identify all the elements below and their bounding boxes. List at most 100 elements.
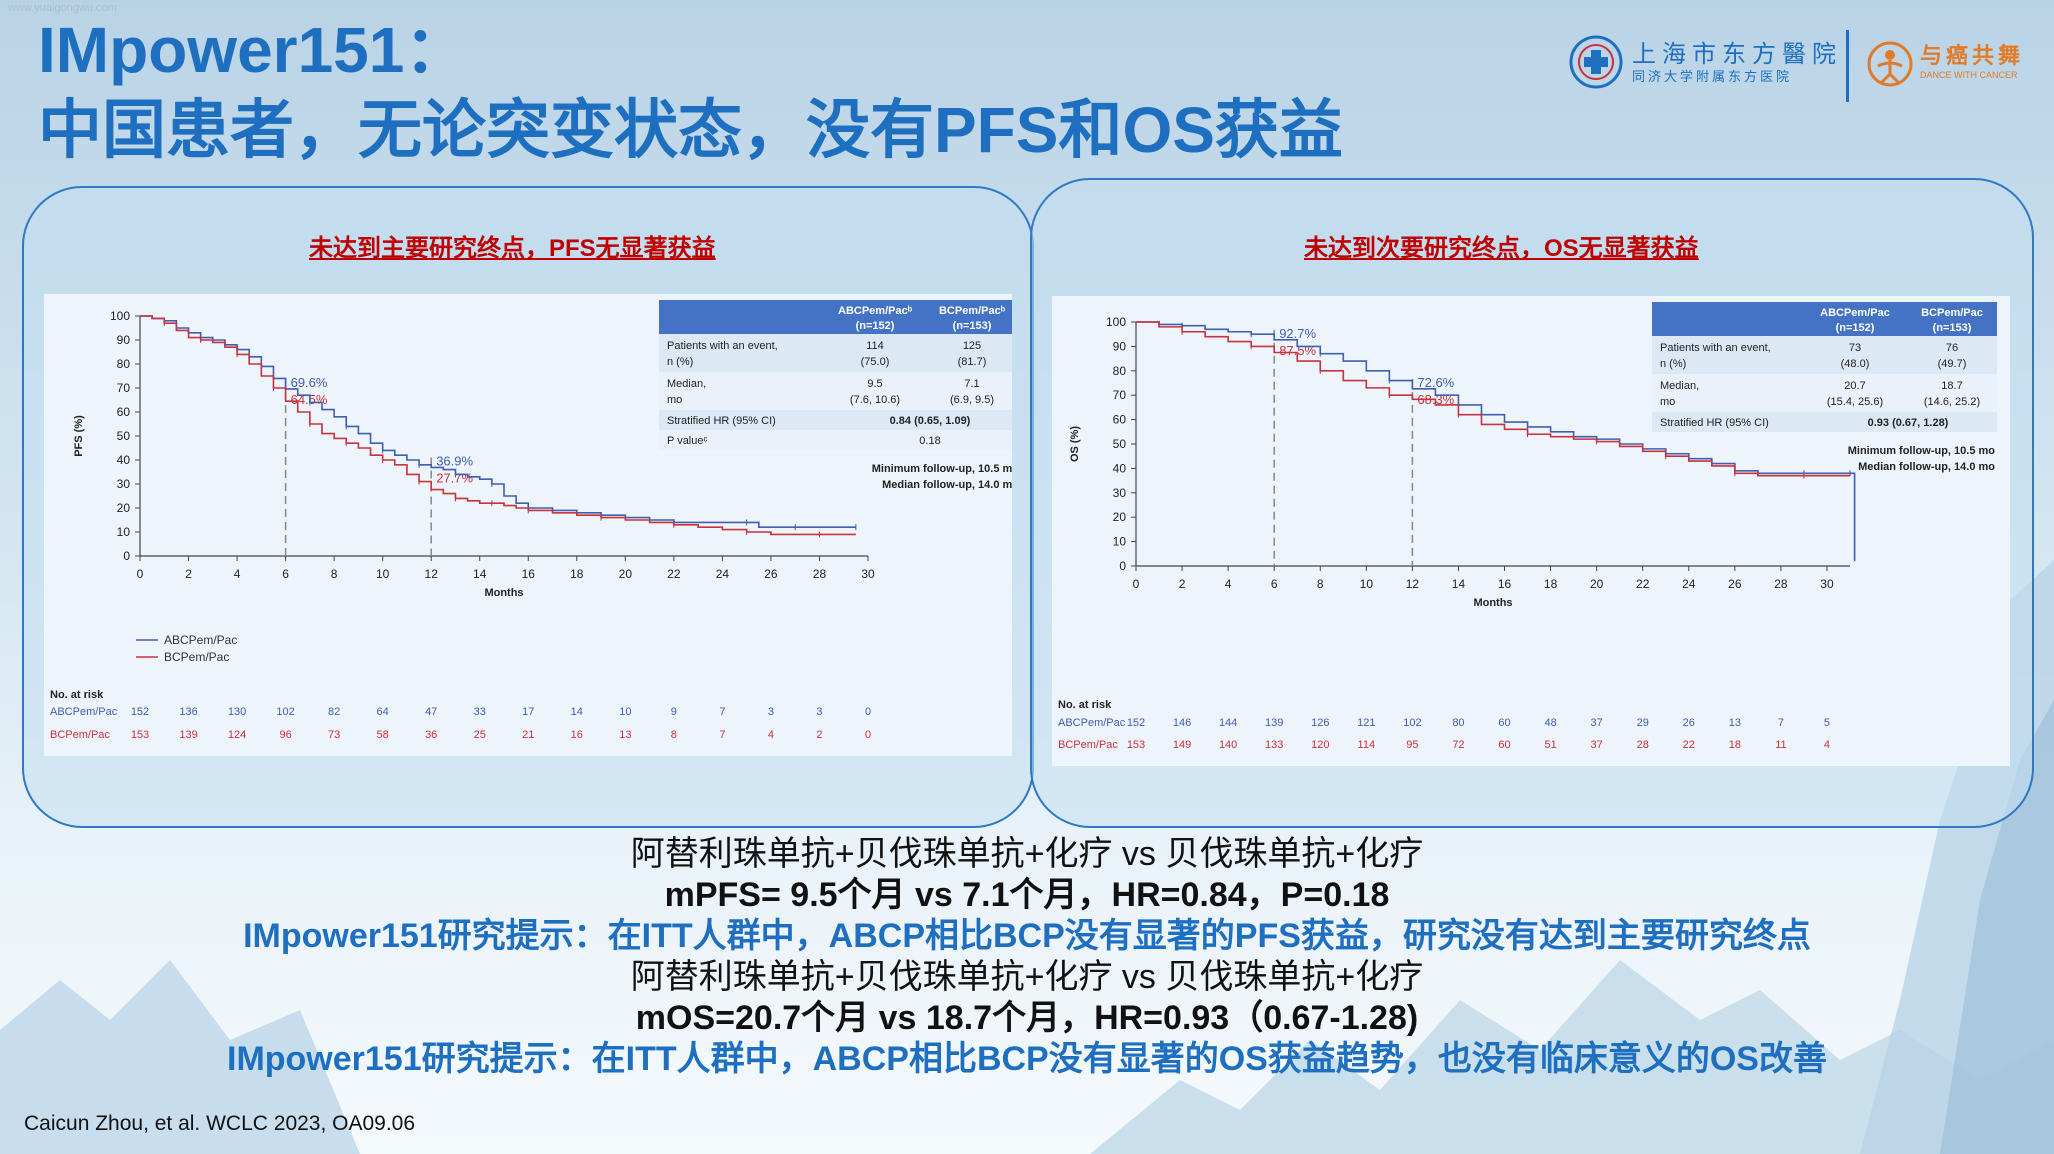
at-risk-row-label: BCPem/Pac xyxy=(50,729,110,741)
at-risk-value: 72 xyxy=(1452,739,1464,751)
x-tick-label: 20 xyxy=(619,567,633,581)
x-tick-label: 2 xyxy=(1179,577,1186,591)
table-cell-ci: (15.4, 25.6) xyxy=(1827,396,1883,408)
table-row xyxy=(1652,336,1997,374)
at-risk-value: 133 xyxy=(1265,739,1283,751)
x-axis-label: Months xyxy=(484,587,523,599)
table-row-label: Patients with an event, xyxy=(667,340,778,352)
y-axis-label: OS (%) xyxy=(1069,426,1081,462)
at-risk-value: 29 xyxy=(1637,717,1649,729)
table-row-label-cont: n (%) xyxy=(1660,358,1686,370)
logo-divider xyxy=(1846,30,1849,102)
at-risk-value: 102 xyxy=(1403,717,1421,729)
table-cell: 9.5 xyxy=(867,378,882,390)
x-tick-label: 10 xyxy=(1360,577,1374,591)
table-row-label: P valueᶜ xyxy=(667,435,707,447)
x-tick-label: 20 xyxy=(1590,577,1604,591)
at-risk-value: 16 xyxy=(571,729,583,741)
y-tick-label: 70 xyxy=(117,381,131,395)
table-cell: 76 xyxy=(1946,342,1958,354)
table-header-arm: BCPem/Pac xyxy=(1921,307,1983,319)
at-risk-value: 153 xyxy=(131,729,149,741)
hospital-logo: 上海市东方醫院 同济大学附属东方医院 xyxy=(1568,30,1840,96)
legend-label: ABCPem/Pac xyxy=(164,633,237,647)
table-cell: 20.7 xyxy=(1844,380,1865,392)
at-risk-value: 130 xyxy=(228,706,246,718)
bcp-curve xyxy=(140,315,856,536)
os-chart-area: 0 10 20 30 40 50 60 70 80 90 100 0 2 4 6 8 10 12 14 16 18 20 2… xyxy=(1052,296,2010,766)
at-risk-value: 126 xyxy=(1311,717,1329,729)
at-risk-value: 121 xyxy=(1357,717,1375,729)
at-risk-value: 17 xyxy=(522,706,534,718)
table-cell-ci: (14.6, 25.2) xyxy=(1924,396,1980,408)
table-row-label: Patients with an event, xyxy=(1660,342,1771,354)
hospital-name: 上海市东方醫院 xyxy=(1632,40,1842,68)
table-row xyxy=(659,430,1012,450)
x-tick-label: 4 xyxy=(234,567,241,581)
at-risk-value: 153 xyxy=(1127,739,1145,751)
x-tick-label: 8 xyxy=(331,567,338,581)
table-header-n: (n=152) xyxy=(856,320,895,332)
x-tick-label: 0 xyxy=(1133,577,1140,591)
x-tick-label: 26 xyxy=(764,567,778,581)
table-header-n: (n=153) xyxy=(953,320,992,332)
table-cell-combined: 0.93 (0.67, 1.28) xyxy=(1868,417,1949,429)
at-risk-value: 22 xyxy=(1683,739,1695,751)
at-risk-value: 5 xyxy=(1824,717,1830,729)
x-tick-label: 24 xyxy=(716,567,730,581)
partner-logo: 与癌共舞 DANCE WITH CANCER xyxy=(1864,36,2034,96)
x-tick-label: 10 xyxy=(376,567,390,581)
at-risk-value: 82 xyxy=(328,706,340,718)
at-risk-value: 26 xyxy=(1683,717,1695,729)
summary-os-conclusion: IMpower151研究提示：在ITT人群中，ABCP相比BCP没有显著的OS获… xyxy=(227,1040,1827,1078)
table-row xyxy=(659,372,1012,410)
summary-mpfs: mPFS= 9.5个月 vs 7.1个月，HR=0.84，P=0.18 xyxy=(664,876,1390,914)
table-row xyxy=(659,334,1012,372)
at-risk-value: 0 xyxy=(865,729,871,741)
x-tick-label: 14 xyxy=(1452,577,1466,591)
at-risk-value: 96 xyxy=(279,729,291,741)
at-risk-value: 48 xyxy=(1544,717,1556,729)
at-risk-value: 114 xyxy=(1358,739,1376,751)
y-tick-label: 10 xyxy=(117,525,131,539)
summary-pfs-conclusion: IMpower151研究提示：在ITT人群中，ABCP相比BCP没有显著的PFS… xyxy=(243,917,1811,955)
partner-name: 与癌共舞 xyxy=(1920,43,2025,68)
at-risk-value: 28 xyxy=(1637,739,1649,751)
at-risk-value: 14 xyxy=(571,706,583,718)
at-risk-value: 37 xyxy=(1591,739,1603,751)
pfs-panel-heading: 未达到主要研究终点，PFS无显著获益 xyxy=(309,235,716,262)
table-row-label: Median, xyxy=(1660,380,1699,392)
y-tick-label: 50 xyxy=(117,429,131,443)
x-tick-label: 6 xyxy=(282,567,289,581)
pfs-panel: 未达到主要研究终点，PFS无显著获益 0 10 20 30 40 50 60 70 80 90 10… xyxy=(22,186,1034,828)
table-row xyxy=(1652,374,1997,412)
at-risk-value: 2 xyxy=(816,729,822,741)
at-risk-value: 80 xyxy=(1452,717,1464,729)
table-cell: 114 xyxy=(866,340,884,352)
at-risk-value: 144 xyxy=(1219,717,1237,729)
y-tick-label: 90 xyxy=(1113,339,1127,353)
y-tick-label: 0 xyxy=(123,549,130,563)
table-row-label: Median, xyxy=(667,378,706,390)
table-header-n: (n=152) xyxy=(1836,322,1875,334)
at-risk-value: 152 xyxy=(131,706,149,718)
at-risk-row-label: ABCPem/Pac xyxy=(50,706,118,718)
table-row xyxy=(1652,412,1997,432)
summary-comparison-os: 阿替利珠单抗+贝伐珠单抗+化疗 vs 贝伐珠单抗+化疗 xyxy=(630,958,1424,996)
at-risk-value: 136 xyxy=(179,706,197,718)
at-risk-value: 60 xyxy=(1498,739,1510,751)
y-tick-label: 100 xyxy=(110,309,130,323)
at-risk-value: 21 xyxy=(522,729,534,741)
watermark: www.yuaigongwu.com xyxy=(8,2,117,14)
at-risk-value: 146 xyxy=(1173,717,1191,729)
pfs-chart-area: 0 10 20 30 40 50 60 70 80 90 100 0 2 4 6 8 10 12 14 16 18 20 2… xyxy=(44,294,1012,756)
y-tick-label: 60 xyxy=(1113,413,1127,427)
table-row-label-cont: mo xyxy=(1660,396,1675,408)
table-cell-ci: (48.0) xyxy=(1841,358,1870,370)
at-risk-value: 0 xyxy=(865,706,871,718)
table-cell-ci: (81.7) xyxy=(958,356,987,368)
at-risk-value: 124 xyxy=(228,729,246,741)
at-risk-value: 33 xyxy=(474,706,486,718)
